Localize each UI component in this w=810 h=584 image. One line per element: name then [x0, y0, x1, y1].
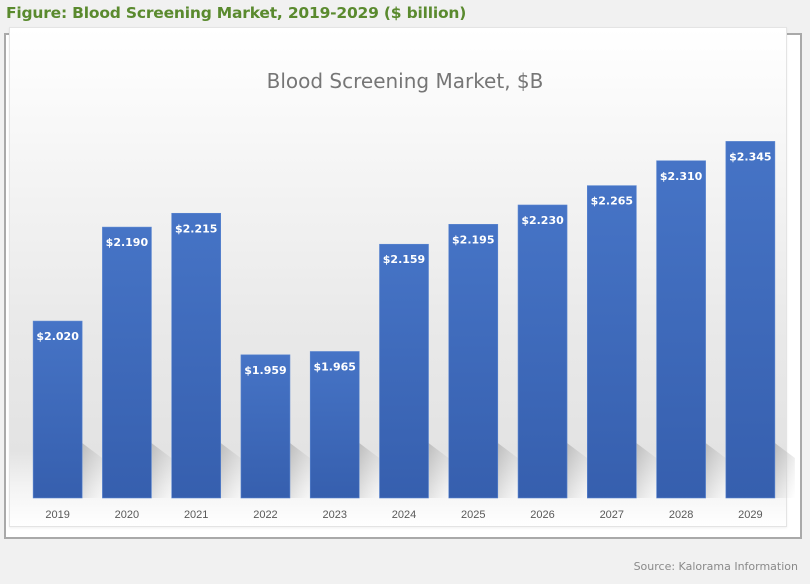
value-label-2019: $2.020 [36, 330, 79, 343]
bar-2025 [448, 224, 499, 499]
bar-shadow [636, 443, 657, 498]
bar-2023 [309, 351, 360, 499]
value-label-2024: $2.159 [383, 253, 425, 266]
bar-2022 [240, 354, 291, 499]
x-tick-label-2023: 2023 [322, 509, 346, 521]
value-label-2026: $2.230 [521, 214, 564, 227]
value-label-2028: $2.310 [660, 170, 703, 183]
bar-shadow [289, 443, 310, 498]
x-tick-label-2026: 2026 [530, 509, 554, 521]
value-labels: $2.020 $2.190 $2.215 $1.959 $1.965 $2.159 $2.1… [36, 150, 771, 376]
bar-shadow [151, 443, 172, 498]
bar-shadow [705, 443, 726, 498]
bar-shadow [497, 443, 518, 498]
bar-shadows [82, 443, 795, 498]
bar-shadow [567, 443, 588, 498]
value-label-2023: $1.965 [314, 360, 356, 373]
bar-2020 [102, 226, 152, 499]
value-label-2020: $2.190 [106, 236, 149, 249]
bar-2027 [587, 185, 637, 499]
bar-2019 [32, 320, 83, 499]
value-label-2021: $2.215 [175, 222, 217, 235]
source-note: Source: Kalorama Information [633, 560, 798, 573]
bar-shadow [82, 443, 103, 498]
x-tick-label-2022: 2022 [253, 509, 277, 521]
bar-shadow [774, 443, 795, 498]
bar-shadow [428, 443, 449, 498]
bar-2026 [517, 204, 568, 499]
bar-2024 [379, 243, 429, 499]
x-axis-labels: 2019 2020 2021 2022 2023 2024 2025 2026 2027 2028… [45, 509, 762, 521]
x-tick-label-2024: 2024 [392, 509, 416, 521]
x-tick-label-2027: 2027 [600, 509, 624, 521]
x-tick-label-2028: 2028 [669, 509, 693, 521]
x-tick-label-2020: 2020 [115, 509, 139, 521]
bar-2028 [656, 160, 706, 499]
x-tick-label-2025: 2025 [461, 509, 485, 521]
x-tick-label-2019: 2019 [45, 509, 69, 521]
figure-title: Figure: Blood Screening Market, 2019-202… [6, 4, 467, 22]
value-label-2029: $2.345 [729, 150, 771, 163]
value-label-2027: $2.265 [591, 195, 633, 208]
value-label-2022: $1.959 [244, 364, 286, 377]
chart-title: Blood Screening Market, $B [267, 69, 544, 93]
bar-2021 [171, 212, 221, 499]
bar-shadow [359, 443, 380, 498]
value-label-2025: $2.195 [452, 233, 494, 246]
bar-2029 [725, 141, 776, 499]
bar-shadow [220, 443, 241, 498]
x-tick-label-2021: 2021 [184, 509, 208, 521]
bars [32, 141, 776, 499]
x-tick-label-2029: 2029 [738, 509, 762, 521]
